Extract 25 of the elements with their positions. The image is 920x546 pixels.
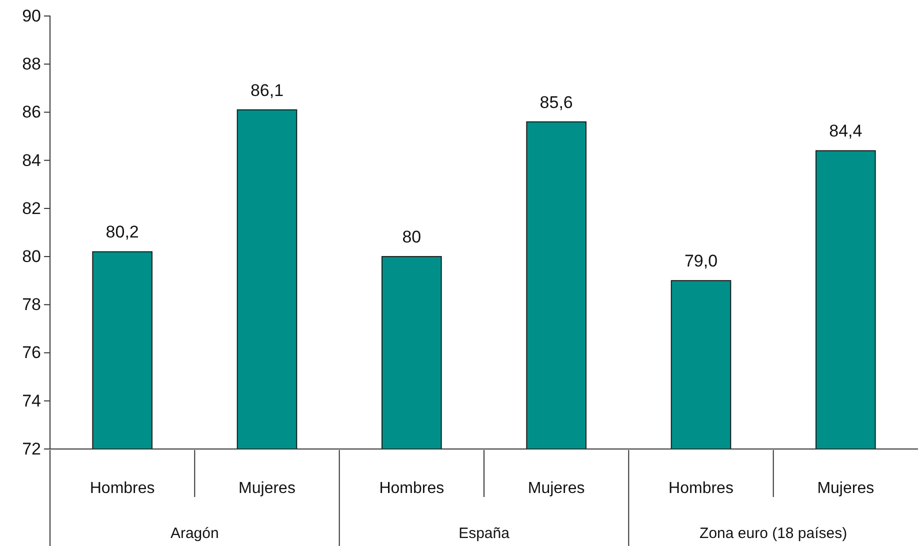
y-tick-label: 84	[22, 150, 41, 170]
data-label: 85,6	[540, 92, 573, 112]
x-tick-label: Mujeres	[817, 480, 874, 497]
data-label: 79,0	[684, 252, 718, 271]
x-tick-label: Hombres	[90, 480, 155, 497]
x-tick-label: Hombres	[668, 480, 734, 497]
text: Zona euro (18 países)	[700, 525, 848, 542]
y-tick-label: 72	[22, 439, 41, 458]
text: España	[458, 525, 510, 542]
text: Aragón	[170, 525, 219, 542]
x-tick-label: Hombres	[379, 480, 444, 497]
data-label: 80	[402, 228, 422, 247]
x-tick-label: Mujeres	[528, 480, 585, 497]
y-tick-label: 74	[22, 391, 41, 410]
y-tick-label: 90	[22, 6, 41, 26]
data-label: 86,1	[250, 80, 284, 100]
x-tick-label: Mujeres	[238, 480, 296, 497]
y-tick-label: 76	[22, 343, 41, 362]
y-tick-label: 78	[22, 295, 41, 314]
y-tick-label: 86	[22, 102, 41, 122]
data-label: 84,4	[829, 122, 862, 141]
y-tick-label: 80	[22, 246, 41, 266]
data-label: 80,2	[106, 222, 139, 242]
y-tick-label: 88	[22, 54, 41, 74]
y-tick-label: 82	[22, 198, 41, 218]
